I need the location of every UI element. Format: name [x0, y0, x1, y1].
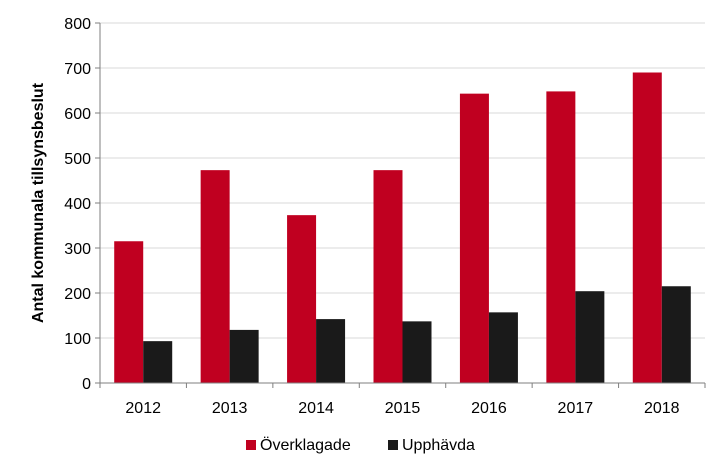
y-tick-label: 0 [82, 376, 91, 393]
legend: Överklagade Upphävda [246, 436, 475, 454]
x-tick-label: 2016 [471, 400, 507, 417]
legend-label-upphavda: Upphävda [402, 437, 475, 454]
y-tick-label: 700 [64, 61, 91, 78]
x-tick-label: 2014 [298, 400, 334, 417]
x-tick-label: 2018 [644, 400, 680, 417]
legend-swatch-overklagade [246, 440, 256, 450]
y-tick-label: 800 [64, 16, 91, 33]
bar-upphavda-2012 [143, 341, 173, 383]
bar-overklagade-2018 [632, 72, 662, 383]
y-tick-label: 200 [64, 286, 91, 303]
bar-overklagade-2015 [373, 170, 403, 383]
bar-upphavda-2015 [402, 321, 432, 383]
bar-overklagade-2012 [114, 241, 144, 383]
bar-upphavda-2013 [229, 329, 259, 383]
y-tick-label: 600 [64, 106, 91, 123]
bar-overklagade-2013 [200, 170, 230, 383]
legend-swatch-upphavda [388, 440, 398, 450]
bar-upphavda-2016 [488, 312, 518, 383]
bar-overklagade-2016 [459, 93, 489, 384]
y-axis-label: Antal kommunala tillsynsbeslut [30, 82, 47, 323]
x-tick-label: 2012 [125, 400, 161, 417]
y-tick-label: 500 [64, 151, 91, 168]
legend-label-overklagade: Överklagade [260, 436, 351, 454]
x-tick-label: 2017 [558, 400, 594, 417]
bar-overklagade-2014 [287, 215, 317, 383]
y-tick-label: 100 [64, 331, 91, 348]
bar-overklagade-2017 [546, 91, 576, 384]
y-tick-label: 300 [64, 241, 91, 258]
bar-upphavda-2018 [661, 286, 691, 383]
x-tick-label: 2015 [385, 400, 421, 417]
bars [114, 72, 691, 384]
bar-upphavda-2014 [316, 319, 346, 383]
y-axis-ticks: 0 100 200 300 400 500 600 700 800 [64, 16, 100, 393]
x-tick-label: 2013 [212, 400, 248, 417]
x-axis-ticks: 2012 2013 2014 2015 2016 2017 2018 [99, 383, 706, 417]
bar-upphavda-2017 [575, 291, 605, 383]
y-tick-label: 400 [64, 196, 91, 213]
